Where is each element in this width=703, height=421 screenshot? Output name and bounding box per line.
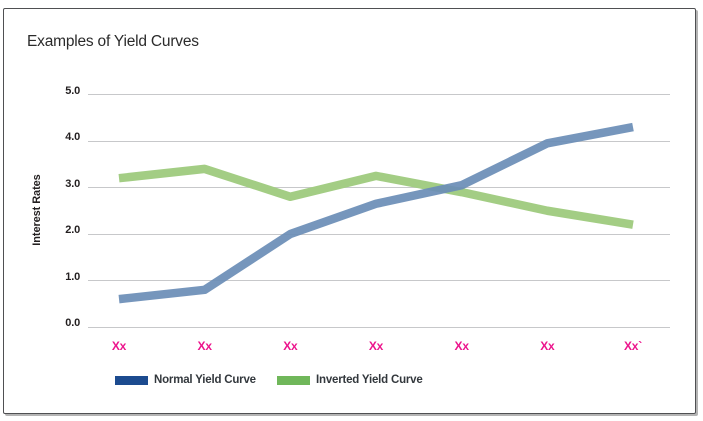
x-axis-label-5: Xx	[454, 339, 469, 353]
legend-swatch-inverted-yield-curve	[277, 375, 310, 385]
legend-label-normal-yield-curve: Normal Yield Curve	[154, 374, 256, 386]
y-tick-label-1.0: 1.0	[65, 270, 80, 283]
y-tick-label-0.0: 0.0	[65, 317, 80, 329]
x-axis-label-7: Xx`	[623, 339, 643, 353]
gridline-5.0	[88, 94, 670, 95]
x-axis-label-2: Xx	[197, 339, 212, 353]
legend-item-normal-yield-curve: Normal Yield Curve	[115, 374, 256, 386]
gridline-0.0	[88, 326, 670, 328]
x-axis-label-1: Xx	[111, 339, 127, 353]
y-tick-label-3.0: 3.0	[65, 177, 80, 190]
x-axis-label-3: Xx	[283, 339, 298, 353]
gridline-4.0	[88, 140, 670, 142]
x-axis-label-6: Xx	[540, 339, 555, 353]
legend-swatch-normal-yield-curve	[115, 375, 148, 385]
gridline-2.0	[88, 233, 670, 235]
x-axis-label-4: Xx	[368, 339, 384, 353]
legend-item-inverted-yield-curve: Inverted Yield Curve	[277, 374, 423, 386]
gridline-1.0	[88, 280, 670, 281]
gridline-3.0	[88, 187, 670, 188]
y-tick-label-4.0: 4.0	[65, 131, 80, 143]
y-tick-label-5.0: 5.0	[65, 84, 80, 97]
legend-label-inverted-yield-curve: Inverted Yield Curve	[316, 374, 423, 386]
chart-title: Examples of Yield Curves	[27, 33, 199, 50]
y-tick-label-2.0: 2.0	[65, 224, 80, 236]
chart-frame	[3, 8, 696, 414]
